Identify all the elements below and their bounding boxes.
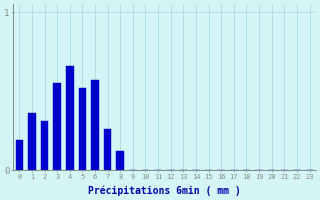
Bar (116, 151, 124, 170)
Bar (104, 129, 111, 170)
Bar (41, 121, 48, 170)
X-axis label: Précipitations 6min ( mm ): Précipitations 6min ( mm ) (88, 185, 241, 196)
Bar (16, 140, 23, 170)
Bar (79, 88, 86, 170)
Bar (66, 66, 74, 170)
Bar (91, 80, 99, 170)
Bar (28, 113, 36, 170)
Bar (53, 83, 61, 170)
